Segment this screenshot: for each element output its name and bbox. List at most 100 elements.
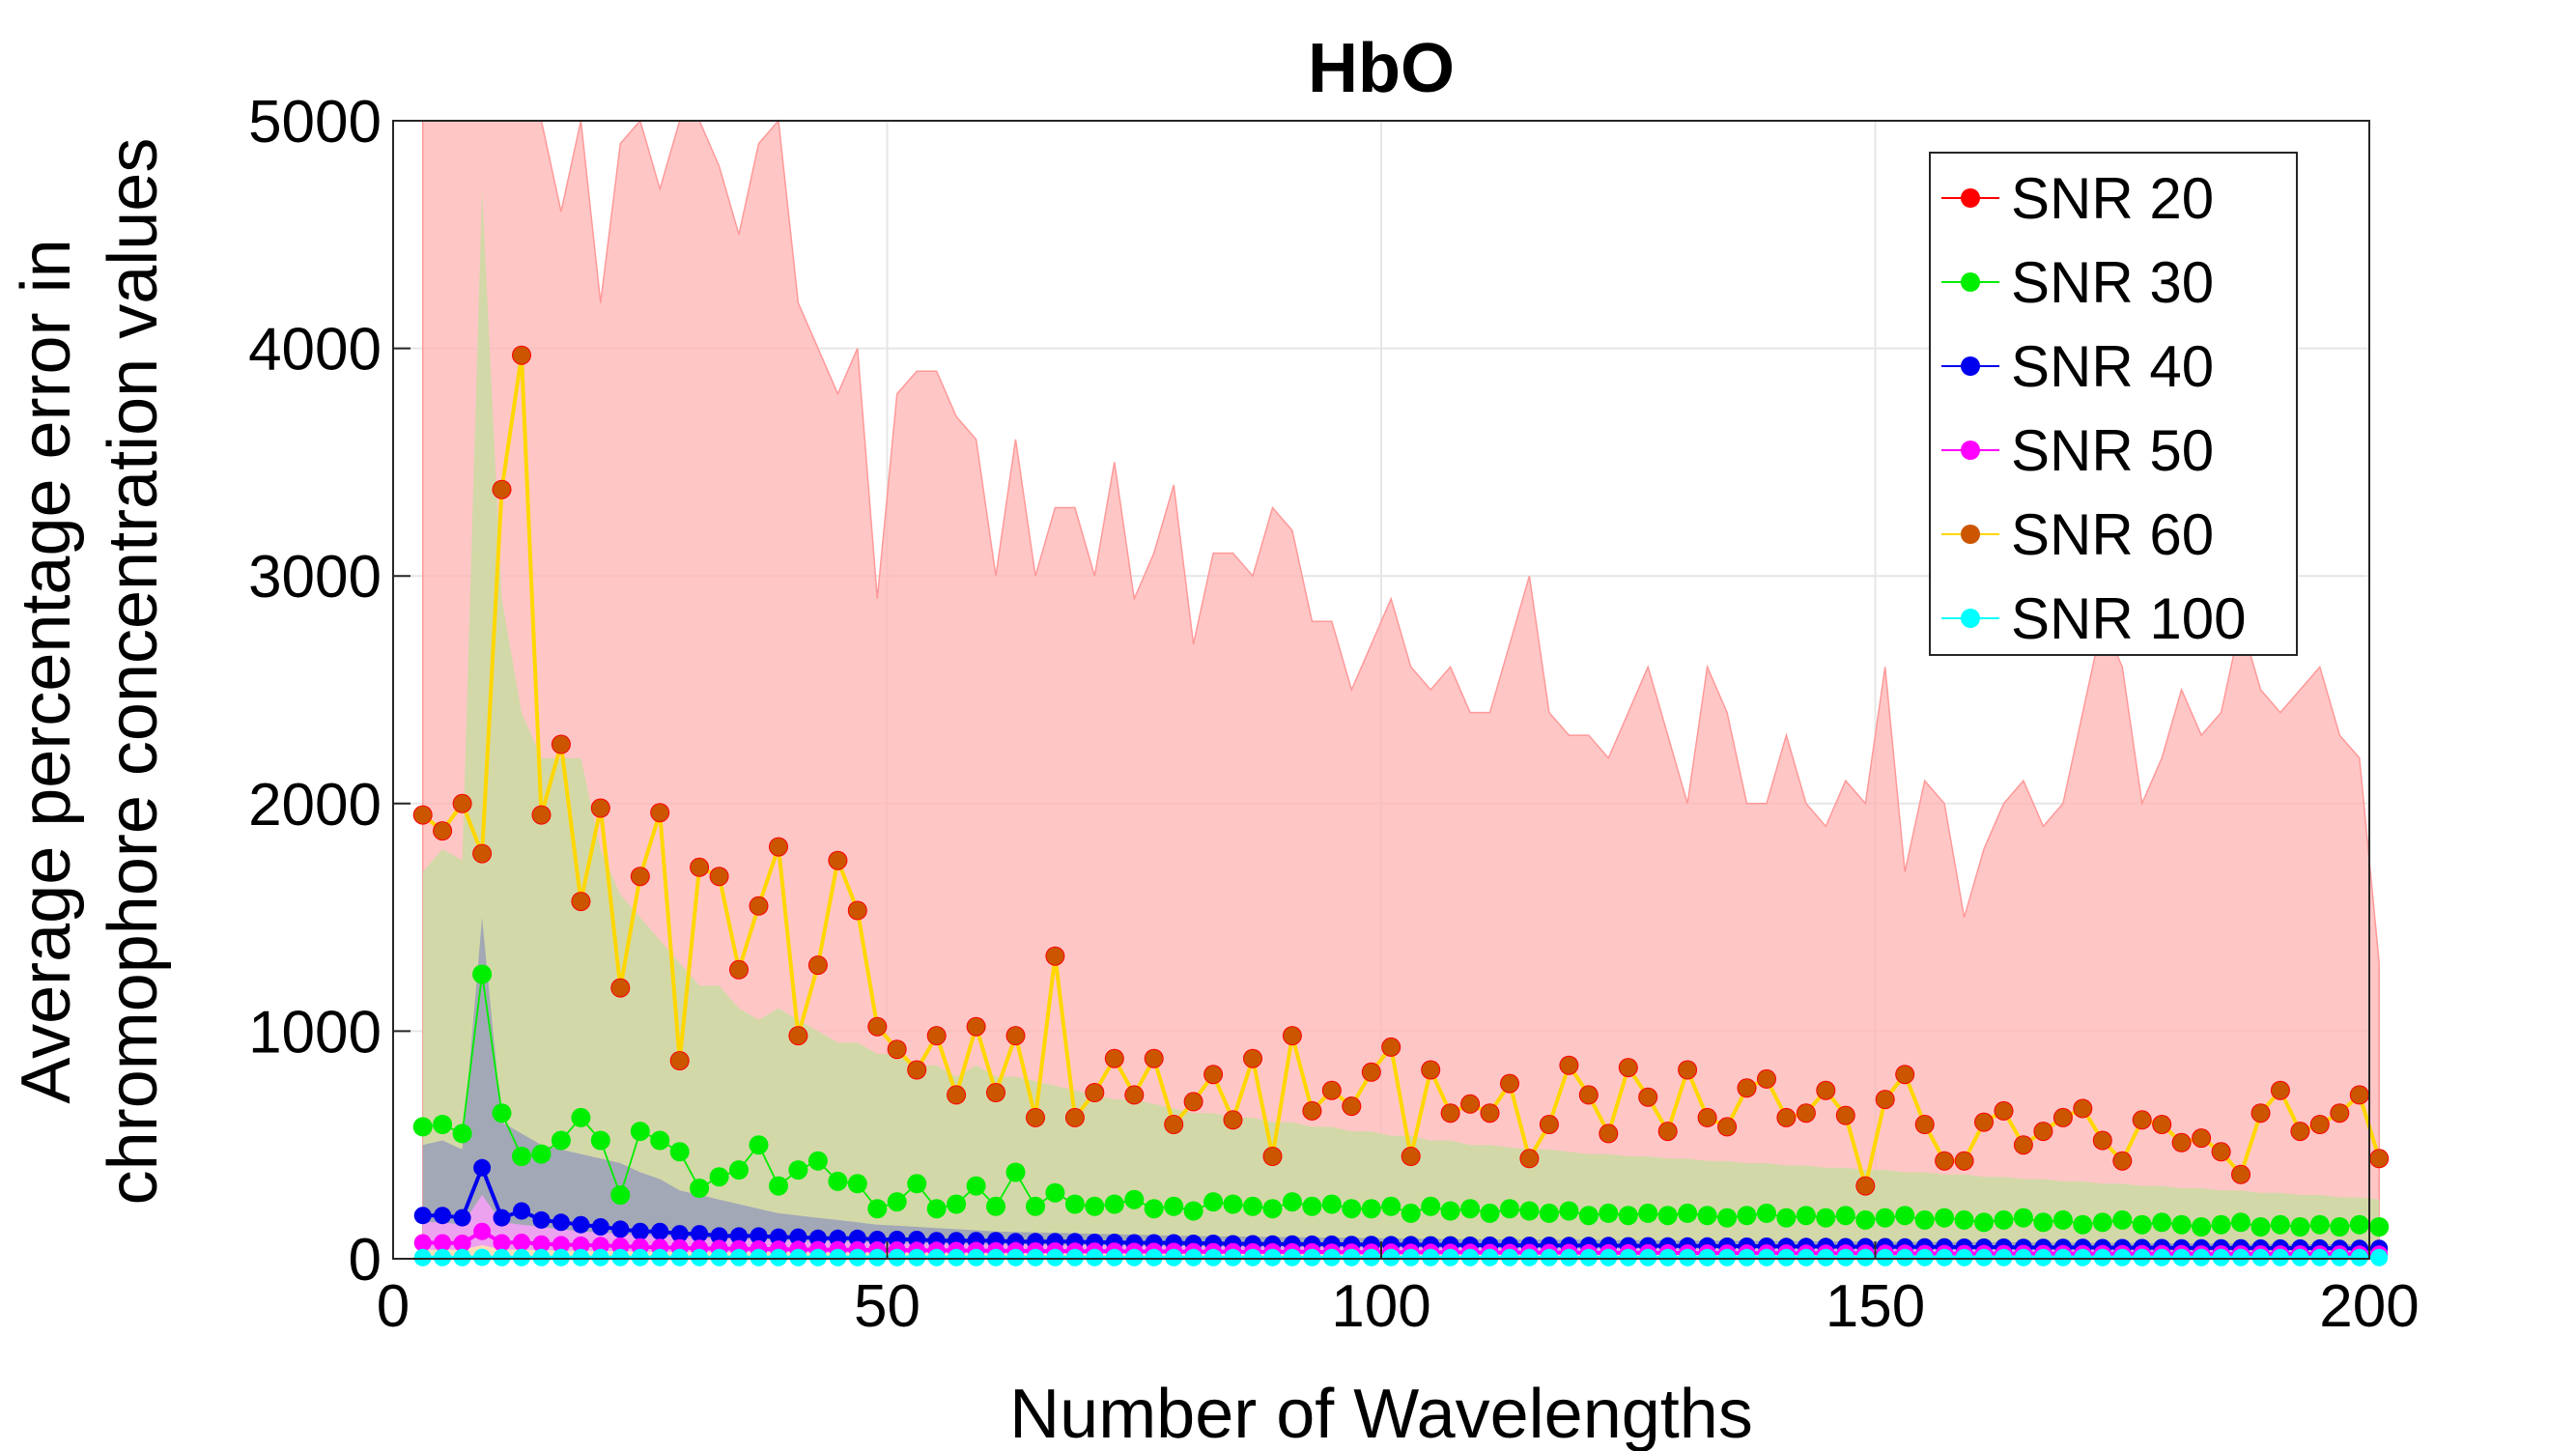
point-snr-100 — [2370, 1248, 2389, 1266]
point-snr-60 — [572, 893, 590, 911]
point-snr-30 — [887, 1192, 907, 1212]
point-snr-100 — [1718, 1248, 1737, 1266]
point-snr-30 — [1401, 1203, 1421, 1223]
point-snr-30 — [709, 1167, 729, 1187]
point-snr-100 — [1165, 1248, 1183, 1266]
point-snr-30 — [2073, 1214, 2093, 1235]
point-snr-60 — [2212, 1143, 2230, 1161]
legend-item-snr-40: SNR 40 — [1941, 334, 2214, 399]
point-snr-30 — [1914, 1209, 1935, 1230]
point-snr-40 — [691, 1225, 709, 1243]
legend-label: SNR 20 — [2011, 166, 2214, 231]
point-snr-60 — [2331, 1104, 2349, 1123]
point-snr-100 — [1322, 1248, 1341, 1266]
point-snr-100 — [1382, 1248, 1401, 1266]
point-snr-100 — [1915, 1248, 1934, 1266]
point-snr-30 — [2270, 1214, 2290, 1235]
point-snr-100 — [987, 1248, 1005, 1266]
point-snr-60 — [2074, 1099, 2092, 1118]
point-snr-100 — [848, 1248, 866, 1266]
legend-swatch-marker — [1961, 272, 1980, 292]
point-snr-100 — [888, 1248, 906, 1266]
point-snr-50 — [532, 1235, 551, 1253]
y-tick-label: 1000 — [248, 999, 382, 1066]
point-snr-30 — [947, 1194, 967, 1214]
point-snr-100 — [927, 1248, 946, 1266]
point-snr-60 — [691, 858, 709, 876]
point-snr-30 — [472, 964, 493, 984]
point-snr-100 — [1975, 1248, 1993, 1266]
point-snr-100 — [2014, 1248, 2032, 1266]
point-snr-100 — [1283, 1248, 1301, 1266]
legend-label: SNR 100 — [2011, 586, 2246, 651]
point-snr-40 — [710, 1227, 728, 1245]
point-snr-30 — [1005, 1162, 1026, 1182]
point-snr-60 — [2034, 1123, 2052, 1141]
point-snr-30 — [531, 1144, 552, 1164]
point-snr-100 — [2093, 1248, 2111, 1266]
point-snr-30 — [1045, 1182, 1065, 1203]
legend-item-snr-30: SNR 30 — [1941, 250, 2214, 315]
point-snr-60 — [1501, 1074, 1518, 1093]
point-snr-60 — [2232, 1165, 2250, 1183]
point-snr-60 — [1065, 1108, 1084, 1126]
point-snr-30 — [551, 1130, 571, 1151]
line-snr-50 — [422, 1229, 2380, 1257]
point-snr-30 — [1757, 1203, 1776, 1223]
point-snr-60 — [651, 804, 669, 822]
point-snr-40 — [453, 1209, 471, 1227]
legend-swatch-marker — [1961, 525, 1980, 544]
point-snr-100 — [1955, 1248, 1973, 1266]
point-snr-30 — [807, 1151, 828, 1171]
point-snr-60 — [1441, 1104, 1459, 1123]
point-snr-30 — [1835, 1206, 1855, 1226]
point-snr-60 — [1343, 1097, 1361, 1116]
point-snr-30 — [1460, 1199, 1481, 1219]
point-snr-100 — [1027, 1248, 1044, 1266]
legend-label: SNR 30 — [2011, 250, 2214, 315]
point-snr-30 — [2231, 1212, 2250, 1233]
point-snr-60 — [808, 956, 827, 975]
point-snr-60 — [1639, 1088, 1657, 1106]
point-snr-60 — [1027, 1108, 1044, 1126]
point-snr-60 — [1619, 1059, 1637, 1077]
point-snr-100 — [1125, 1248, 1144, 1266]
point-snr-100 — [1698, 1248, 1716, 1266]
point-snr-60 — [1777, 1108, 1796, 1126]
point-snr-30 — [828, 1171, 848, 1191]
point-snr-100 — [2310, 1248, 2329, 1266]
point-snr-30 — [1599, 1203, 1619, 1223]
point-snr-30 — [412, 1117, 433, 1137]
point-snr-30 — [669, 1142, 690, 1162]
point-snr-100 — [2153, 1248, 2171, 1266]
point-snr-30 — [1421, 1196, 1441, 1216]
x-tick-label: 0 — [377, 1273, 410, 1340]
point-snr-100 — [1204, 1248, 1223, 1266]
point-snr-30 — [452, 1124, 472, 1144]
point-snr-100 — [2172, 1248, 2191, 1266]
point-snr-100 — [1738, 1248, 1756, 1266]
point-snr-60 — [848, 901, 866, 920]
point-snr-30 — [867, 1199, 888, 1219]
point-snr-60 — [2350, 1086, 2368, 1104]
point-snr-60 — [2310, 1116, 2329, 1133]
point-snr-60 — [493, 480, 511, 498]
point-snr-60 — [1936, 1152, 1954, 1170]
point-snr-60 — [1560, 1056, 1578, 1074]
legend: SNR 20 SNR 30 SNR 40 SNR 50 SNR 60 SNR 100 — [1929, 152, 2298, 656]
point-snr-60 — [1263, 1148, 1282, 1165]
point-snr-100 — [1836, 1248, 1854, 1266]
point-snr-30 — [1183, 1201, 1203, 1221]
point-snr-60 — [1046, 947, 1064, 965]
point-snr-60 — [1461, 1095, 1480, 1113]
point-snr-50 — [572, 1236, 590, 1254]
point-snr-30 — [690, 1179, 710, 1198]
point-snr-100 — [1797, 1248, 1815, 1266]
point-snr-60 — [868, 1017, 887, 1036]
point-snr-30 — [1974, 1212, 1994, 1233]
point-snr-60 — [1422, 1061, 1440, 1079]
point-snr-60 — [1401, 1148, 1420, 1165]
point-snr-60 — [513, 346, 530, 364]
point-snr-60 — [1579, 1086, 1598, 1104]
point-snr-30 — [1717, 1208, 1738, 1228]
